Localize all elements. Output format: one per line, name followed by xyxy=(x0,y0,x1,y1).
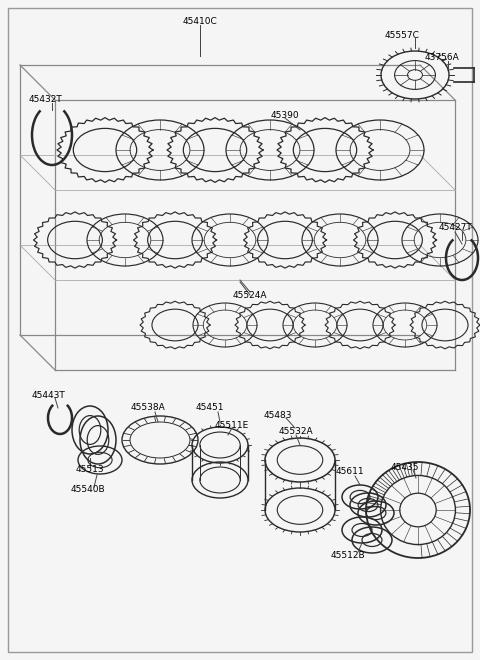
Text: 45513: 45513 xyxy=(76,465,104,475)
Text: 45390: 45390 xyxy=(271,110,300,119)
Text: 45483: 45483 xyxy=(264,411,292,420)
Text: 45538A: 45538A xyxy=(131,403,166,412)
Text: 45410C: 45410C xyxy=(182,18,217,26)
Text: 45511E: 45511E xyxy=(215,420,249,430)
Text: 45435: 45435 xyxy=(391,463,419,471)
Text: 45427T: 45427T xyxy=(438,224,472,232)
Text: 45557C: 45557C xyxy=(384,30,420,40)
Text: 45532A: 45532A xyxy=(279,428,313,436)
Text: 45540B: 45540B xyxy=(71,486,105,494)
Text: 45524A: 45524A xyxy=(233,290,267,300)
Text: 45432T: 45432T xyxy=(28,96,62,104)
Text: 45451: 45451 xyxy=(196,403,224,412)
Text: 43756A: 43756A xyxy=(425,53,459,63)
Text: 45512B: 45512B xyxy=(331,550,365,560)
Text: 45443T: 45443T xyxy=(31,391,65,399)
Text: 45611: 45611 xyxy=(336,467,364,477)
